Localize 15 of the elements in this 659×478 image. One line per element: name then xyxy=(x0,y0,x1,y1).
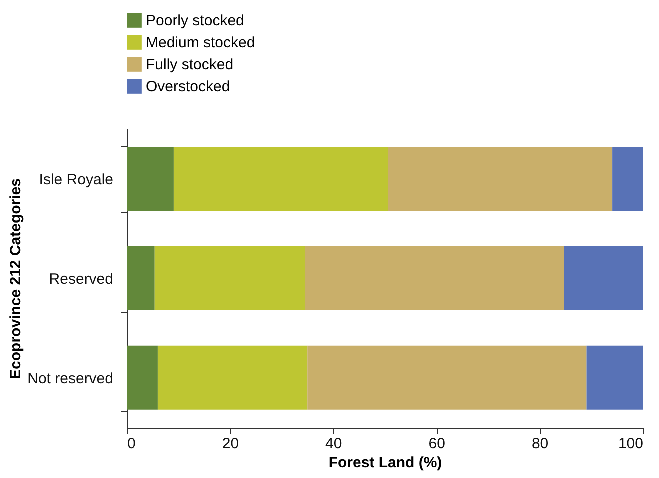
legend-label: Medium stocked xyxy=(146,34,256,52)
x-tick-label: 0 xyxy=(128,436,136,452)
y-tick-label: Isle Royale xyxy=(39,172,114,189)
legend-label: Fully stocked xyxy=(146,56,234,74)
y-axis-title: Ecoprovince 212 Categories xyxy=(8,178,25,380)
y-tick-label: Not reserved xyxy=(28,370,114,388)
x-axis-title: Forest Land (%) xyxy=(328,454,442,472)
x-tick-label: 40 xyxy=(326,436,342,452)
x-tick-label: 80 xyxy=(532,436,549,452)
legend-label: Poorly stocked xyxy=(146,12,244,30)
x-tick-label: 100 xyxy=(618,436,644,452)
x-tick-label: 60 xyxy=(428,436,446,452)
legend-label: Overstocked xyxy=(146,78,230,96)
y-tick-label: Reserved xyxy=(49,271,114,288)
x-tick-label: 20 xyxy=(222,436,240,452)
